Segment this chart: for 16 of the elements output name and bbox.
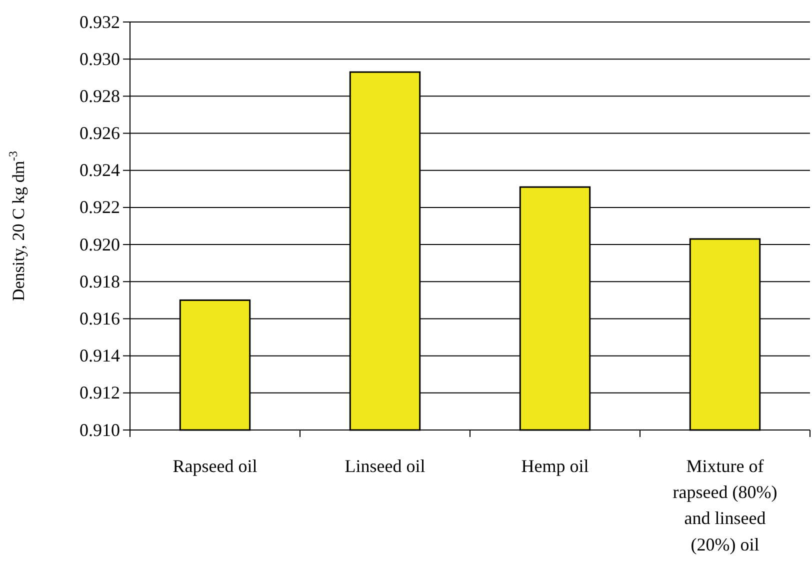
x-tick-label: Mixture of rapseed (80%) and linseed (20%) oil bbox=[672, 456, 778, 554]
y-tick-label: 0.924 bbox=[80, 160, 120, 180]
y-tick-label: 0.920 bbox=[80, 234, 120, 254]
y-tick-label: 0.928 bbox=[80, 86, 120, 106]
y-tick-label: 0.918 bbox=[80, 271, 120, 292]
y-tick-label: 0.932 bbox=[80, 12, 120, 32]
y-tick-label: 0.922 bbox=[80, 197, 120, 218]
y-tick-label: 0.930 bbox=[80, 48, 120, 69]
y-tick-label: 0.926 bbox=[80, 123, 120, 144]
x-tick-label: Rapseed oil bbox=[172, 456, 258, 476]
y-tick-label: 0.916 bbox=[80, 308, 120, 328]
x-tick-label: Linseed oil bbox=[344, 456, 426, 476]
y-tick-label: 0.910 bbox=[80, 420, 120, 440]
x-tick-label: Hemp oil bbox=[521, 456, 589, 476]
y-tick-label: 0.914 bbox=[80, 346, 120, 366]
y-tick-label: 0.912 bbox=[80, 382, 120, 403]
